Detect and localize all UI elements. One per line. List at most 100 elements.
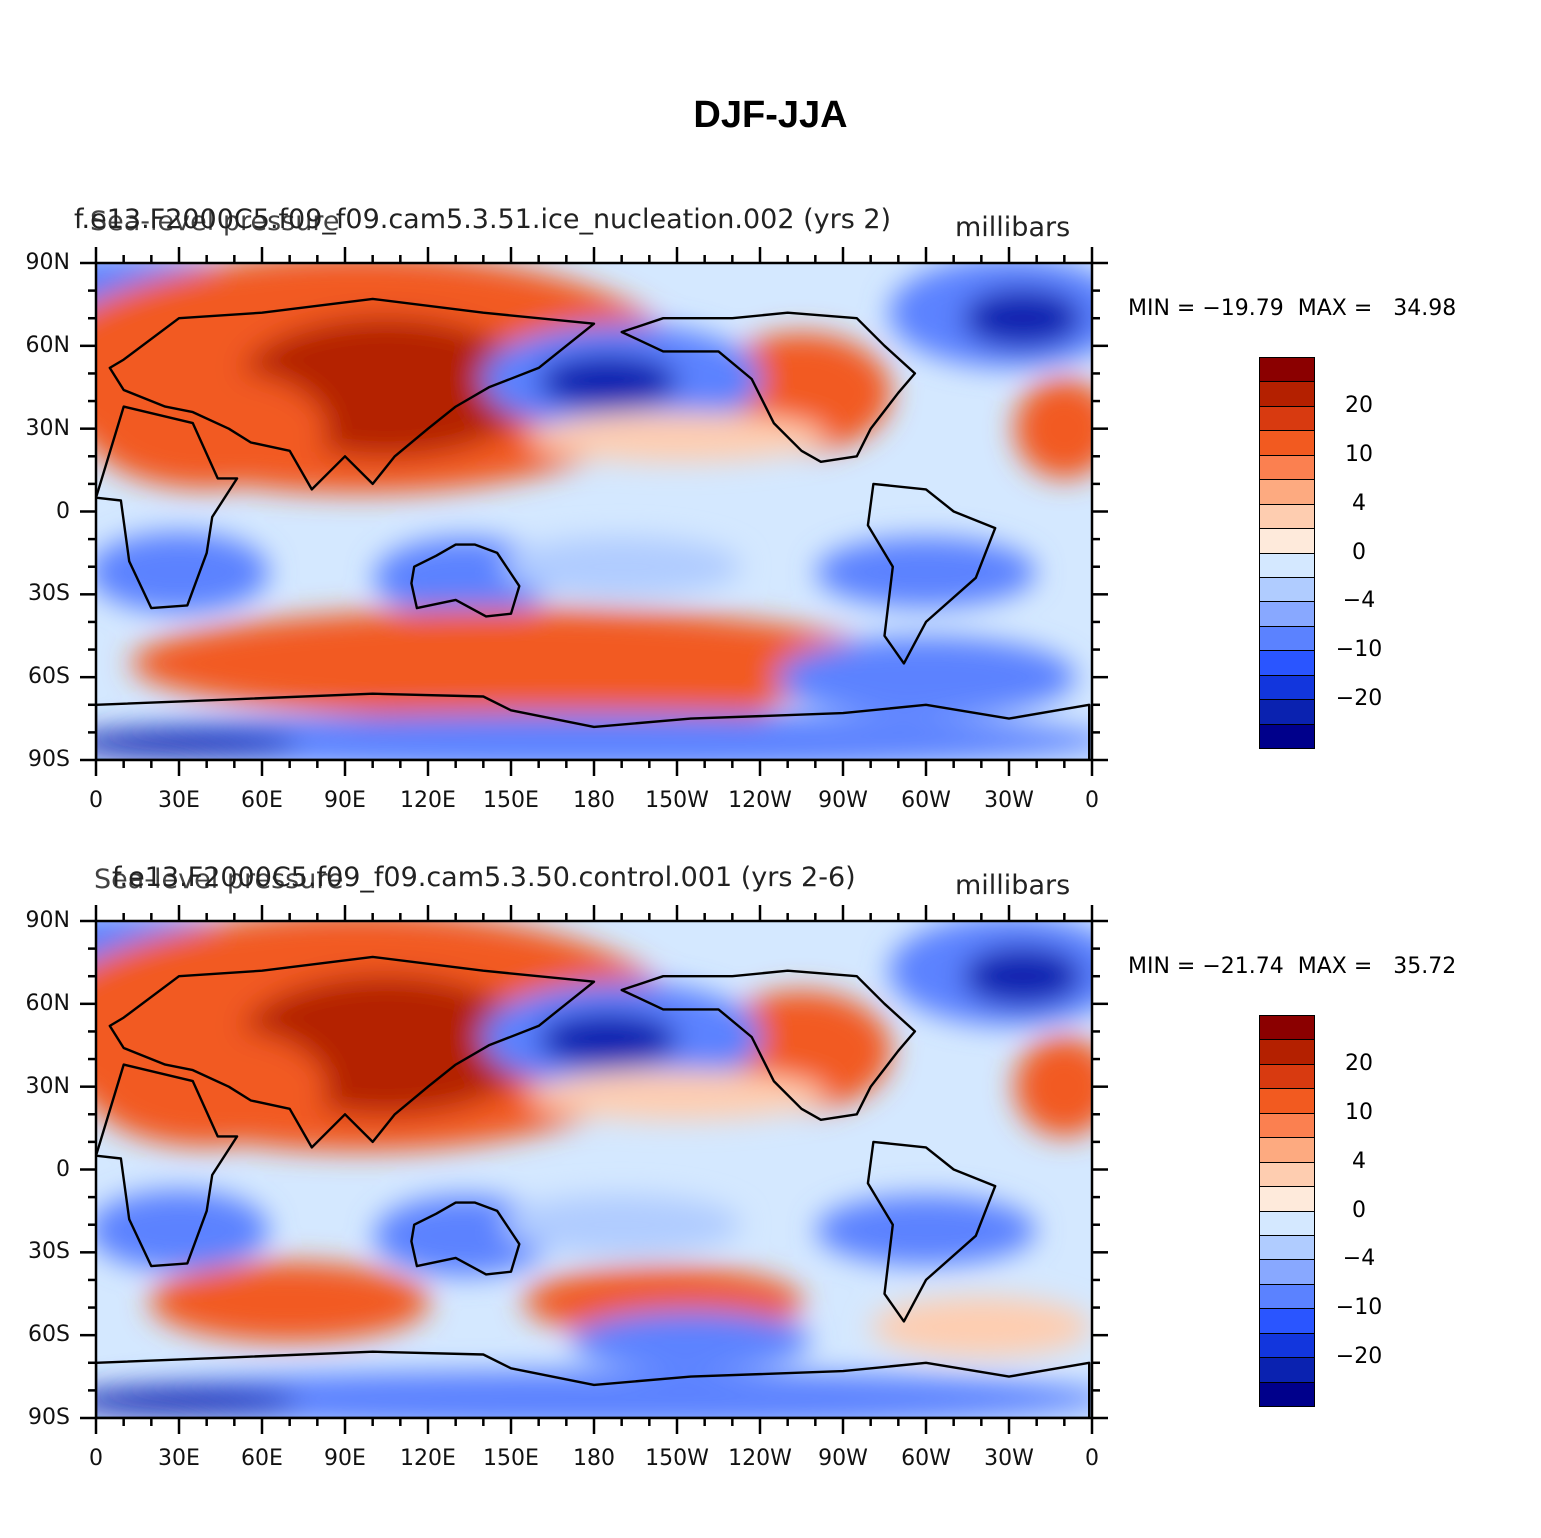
lon-label: 180 xyxy=(573,788,615,813)
colorbar-swatch xyxy=(1259,528,1315,554)
lon-label: 150W xyxy=(645,788,709,813)
min-max-readout: MIN = −21.74 MAX = 35.72 xyxy=(1128,954,1457,979)
lon-label: 180 xyxy=(573,1446,615,1471)
colorbar-swatch xyxy=(1259,1186,1315,1212)
colorbar-label: 10 xyxy=(1345,441,1373,467)
antarctica-outline xyxy=(96,1350,1091,1418)
lat-label: 0 xyxy=(56,1156,70,1182)
colorbar-label: −4 xyxy=(1342,1246,1376,1272)
amundsen-low xyxy=(570,1310,811,1371)
africa-outline xyxy=(96,405,239,610)
colorbar xyxy=(1259,357,1315,749)
colorbar-label: 4 xyxy=(1352,1148,1366,1174)
lon-label: 90E xyxy=(324,788,366,813)
colorbar-swatch xyxy=(1259,723,1315,749)
lon-label: 60W xyxy=(901,788,951,813)
colorbar-swatch xyxy=(1259,625,1315,652)
african-low xyxy=(96,1190,269,1271)
lon-label: 60W xyxy=(901,1446,951,1471)
lon-label: 0 xyxy=(1085,788,1099,813)
lon-label: 30E xyxy=(158,788,200,813)
lat-label: 30N xyxy=(25,1073,70,1099)
colorbar-swatch xyxy=(1259,503,1315,530)
panel-units: millibars xyxy=(955,870,1071,901)
map-panel-top: f.e13.F2000C5.f09_f09.cam5.3.51.ice_nucl… xyxy=(0,200,1541,860)
africa-outline xyxy=(96,1063,239,1268)
colorbar-label: 10 xyxy=(1345,1099,1373,1125)
lat-label: 30N xyxy=(25,415,70,441)
atlantic-high xyxy=(1014,1036,1092,1137)
colorbar-swatch xyxy=(1259,1112,1315,1139)
greenland-low-core xyxy=(962,946,1083,1007)
african-low xyxy=(96,532,269,613)
colorbar-label: −4 xyxy=(1342,588,1376,614)
arabian-high xyxy=(96,1026,327,1147)
south-america-outline xyxy=(866,1140,997,1323)
map-panel-bottom: f.e13.F2000C5.f09_f09.cam5.3.50.control.… xyxy=(0,858,1541,1518)
eurasia-outline xyxy=(108,955,596,1149)
panel-title-variable: Sea-level pressure xyxy=(94,864,344,895)
contour-map xyxy=(96,263,1092,760)
colorbar-swatch xyxy=(1259,699,1315,725)
colorbar-label: 0 xyxy=(1352,1197,1366,1223)
eurasia-outline xyxy=(108,297,596,491)
lon-label: 150E xyxy=(483,788,539,813)
lat-label: 60N xyxy=(25,332,70,358)
southern-ocean-high-west xyxy=(149,1262,430,1343)
north-america-outline xyxy=(620,311,917,463)
colorbar-label: −20 xyxy=(1335,1344,1383,1370)
lat-label: 30S xyxy=(28,1239,70,1265)
lon-label: 0 xyxy=(1085,1446,1099,1471)
colorbar-swatch xyxy=(1259,1381,1315,1407)
panel-title-variable: Sea-level pressure xyxy=(90,206,340,237)
antarctic-low-core xyxy=(96,729,299,758)
colorbar-swatch xyxy=(1259,1088,1315,1114)
lat-label: 90N xyxy=(25,908,70,933)
colorbar-swatch xyxy=(1259,1161,1315,1188)
subtropical-pacific-ridge xyxy=(527,1069,827,1120)
colorbar-swatch xyxy=(1259,381,1315,407)
panel-units: millibars xyxy=(955,212,1071,243)
colorbar-swatch xyxy=(1259,1308,1315,1334)
colorbar-swatch xyxy=(1259,430,1315,456)
colorbar-swatch xyxy=(1259,454,1315,481)
lon-label: 120W xyxy=(728,1446,792,1471)
lon-label: 30E xyxy=(158,1446,200,1471)
colorbar-label: 0 xyxy=(1352,539,1366,565)
map-frame-ticks xyxy=(80,247,1108,776)
colorbar-swatch xyxy=(1259,357,1315,383)
colorbar-swatch xyxy=(1259,552,1315,578)
min-max-readout: MIN = −19.79 MAX = 34.98 xyxy=(1128,296,1457,321)
subtropical-pacific-ridge xyxy=(527,411,827,462)
lat-label: 90N xyxy=(25,250,70,275)
lon-label: 120E xyxy=(400,1446,456,1471)
colorbar-swatch xyxy=(1259,1015,1315,1041)
colorbar-swatch xyxy=(1259,1357,1315,1383)
antarctica-outline xyxy=(96,692,1091,760)
lon-label: 120W xyxy=(728,788,792,813)
map-border xyxy=(94,919,1094,1420)
lon-label: 0 xyxy=(89,1446,103,1471)
colorbar-label: 4 xyxy=(1352,490,1366,516)
lat-label: 60S xyxy=(28,1322,70,1348)
coastlines xyxy=(96,297,1091,760)
lon-label: 0 xyxy=(89,788,103,813)
colorbar xyxy=(1259,1015,1315,1407)
colorbar-swatch xyxy=(1259,1137,1315,1163)
colorbar-swatch xyxy=(1259,1234,1315,1261)
lon-label: 60E xyxy=(241,1446,283,1471)
colorbar-swatch xyxy=(1259,1039,1315,1065)
lon-label: 150E xyxy=(483,1446,539,1471)
colorbar-swatch xyxy=(1259,1210,1315,1236)
south-atlantic-weak-high xyxy=(871,1296,1092,1357)
south-america-outline xyxy=(866,482,997,665)
colorbar-label: −10 xyxy=(1335,637,1383,663)
map-border xyxy=(94,261,1094,762)
colorbar-label: −10 xyxy=(1335,1295,1383,1321)
colorbar-swatch xyxy=(1259,1332,1315,1359)
lat-label: 90S xyxy=(28,1405,70,1430)
colorbar-swatch xyxy=(1259,601,1315,627)
south-pacific-weak-low xyxy=(501,536,742,597)
map-frame-ticks xyxy=(80,905,1108,1434)
colorbar-swatch xyxy=(1259,674,1315,701)
